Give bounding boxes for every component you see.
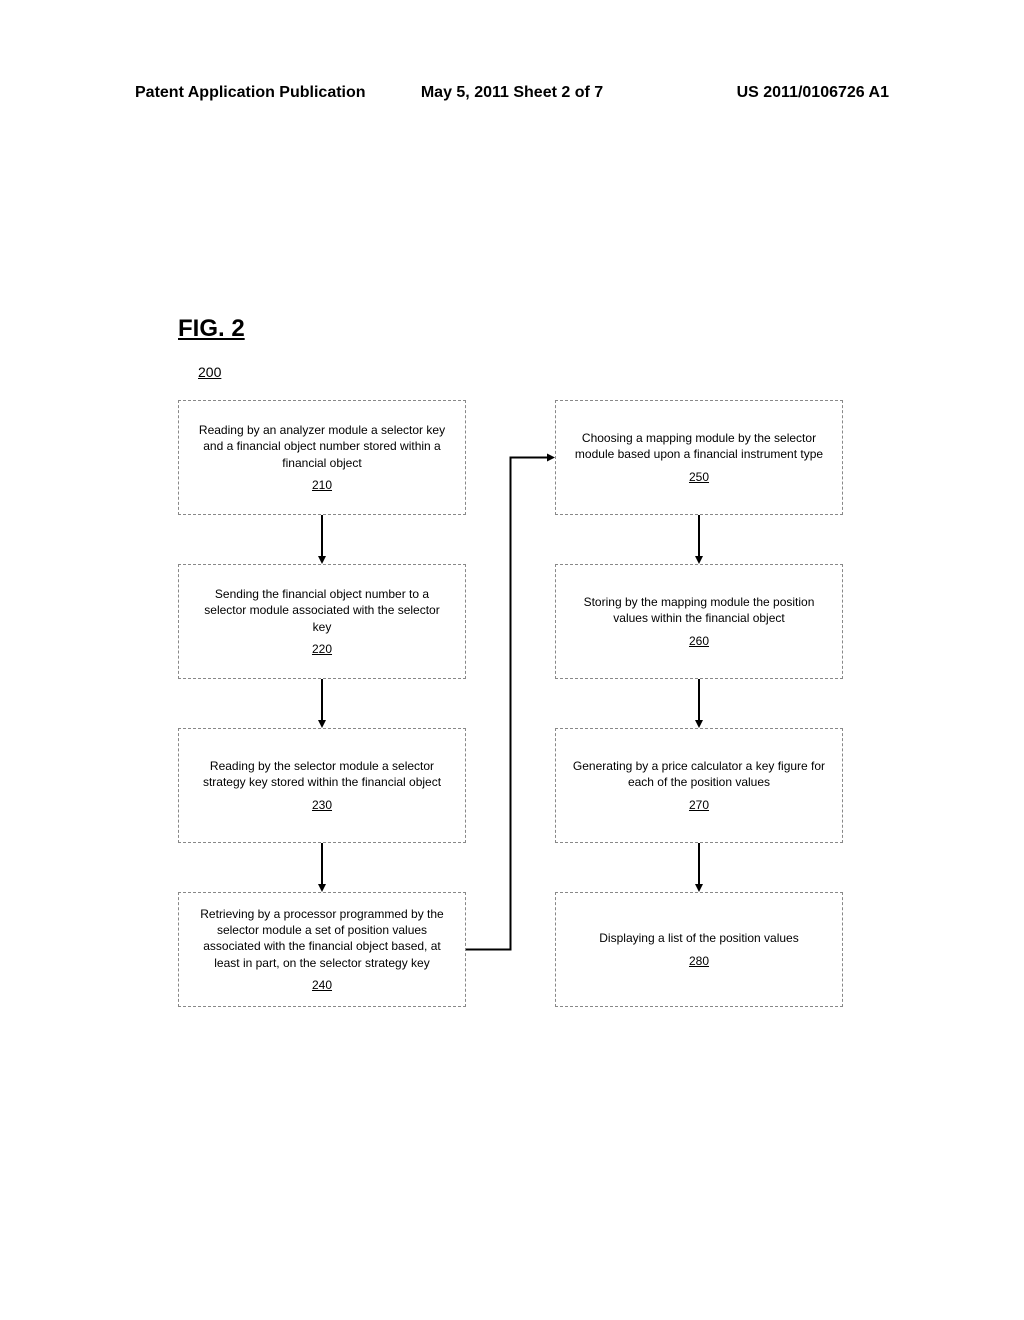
flowchart-arrows (0, 0, 1024, 1320)
flow-box-ref: 230 (312, 797, 332, 813)
flow-box-260: Storing by the mapping module the positi… (555, 564, 843, 679)
figure-number: 200 (198, 364, 221, 380)
flow-box-text: Sending the financial object number to a… (195, 586, 449, 635)
header-right: US 2011/0106726 A1 (737, 84, 889, 102)
flow-box-ref: 250 (689, 469, 709, 485)
flow-box-ref: 220 (312, 641, 332, 657)
flow-box-ref: 270 (689, 797, 709, 813)
flow-box-270: Generating by a price calculator a key f… (555, 728, 843, 843)
page: Patent Application Publication May 5, 20… (0, 0, 1024, 1320)
header-left: Patent Application Publication (135, 84, 366, 102)
flow-box-250: Choosing a mapping module by the selecto… (555, 400, 843, 515)
flow-box-230: Reading by the selector module a selecto… (178, 728, 466, 843)
page-header: Patent Application Publication May 5, 20… (0, 84, 1024, 102)
flow-box-text: Choosing a mapping module by the selecto… (572, 430, 826, 462)
header-center: May 5, 2011 Sheet 2 of 7 (421, 84, 603, 102)
flow-box-280: Displaying a list of the position values… (555, 892, 843, 1007)
flow-box-text: Retrieving by a processor programmed by … (195, 906, 449, 971)
flow-box-210: Reading by an analyzer module a selector… (178, 400, 466, 515)
flow-box-text: Storing by the mapping module the positi… (572, 594, 826, 626)
flow-box-ref: 260 (689, 633, 709, 649)
flow-box-ref: 280 (689, 953, 709, 969)
flow-box-text: Generating by a price calculator a key f… (572, 758, 826, 790)
flow-box-text: Displaying a list of the position values (599, 930, 798, 946)
flow-box-text: Reading by an analyzer module a selector… (195, 422, 449, 471)
flow-box-220: Sending the financial object number to a… (178, 564, 466, 679)
flow-box-ref: 240 (312, 977, 332, 993)
flow-box-240: Retrieving by a processor programmed by … (178, 892, 466, 1007)
figure-title: FIG. 2 (178, 315, 245, 343)
flow-box-text: Reading by the selector module a selecto… (195, 758, 449, 790)
flow-box-ref: 210 (312, 477, 332, 493)
